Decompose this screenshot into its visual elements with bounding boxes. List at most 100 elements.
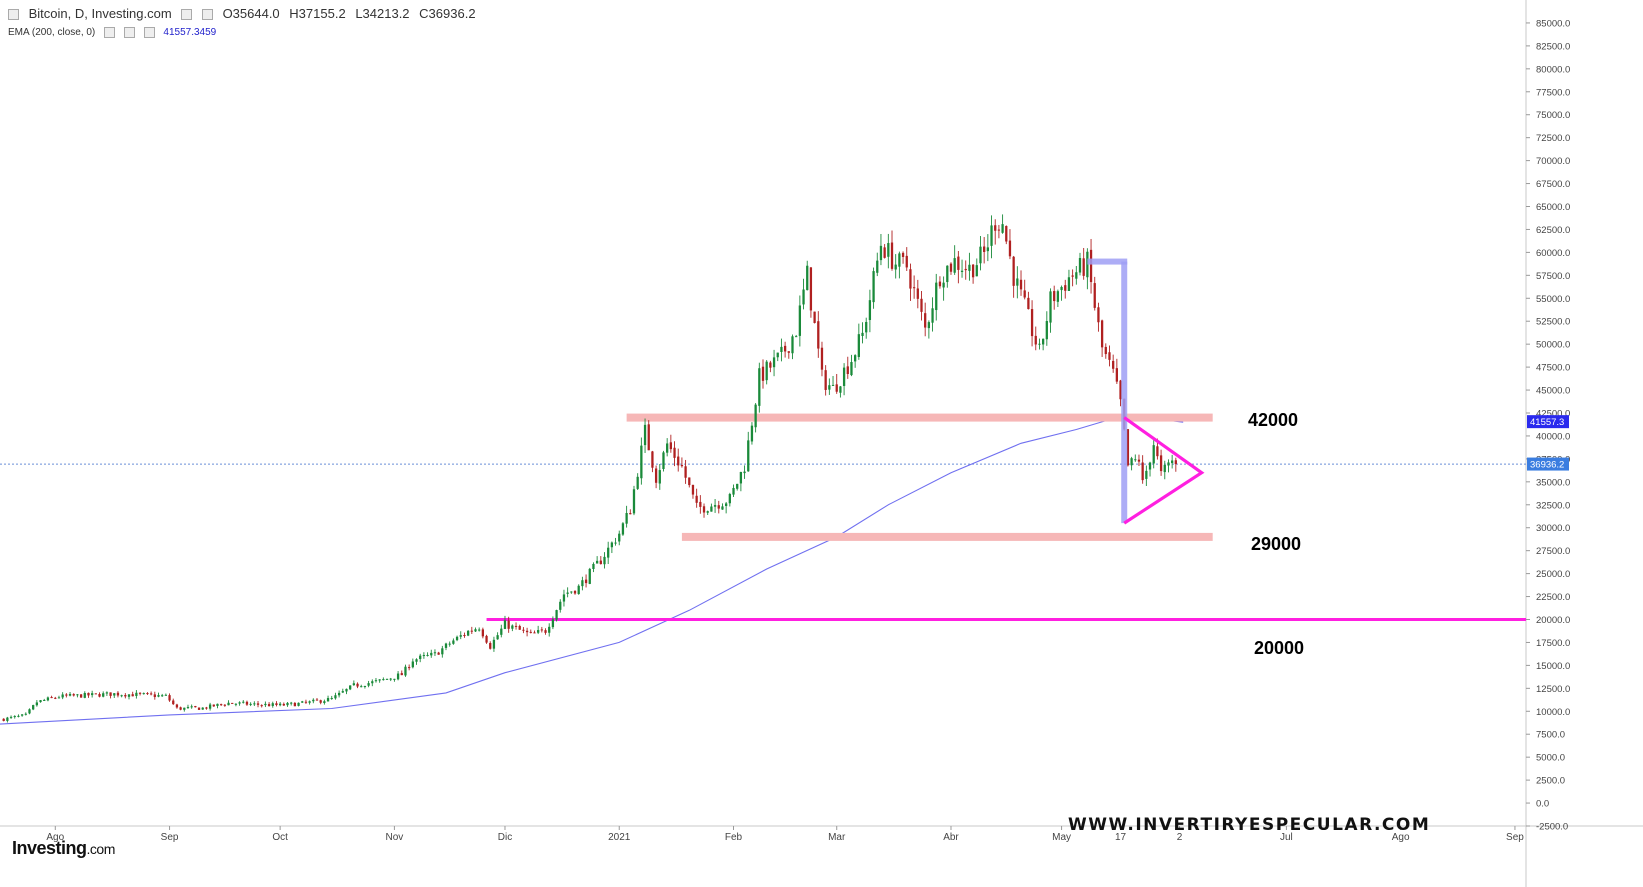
candle-up bbox=[28, 709, 31, 714]
candle-up bbox=[1056, 291, 1060, 302]
candle-down bbox=[275, 703, 278, 706]
candle-down bbox=[584, 579, 588, 584]
x-tick-label: Ago bbox=[46, 832, 64, 843]
candle-up bbox=[466, 630, 470, 636]
y-tick-label: 55000.0 bbox=[1536, 294, 1570, 305]
ema-layer bbox=[0, 417, 1184, 725]
levels-layer bbox=[486, 413, 1526, 621]
candle-up bbox=[216, 703, 219, 706]
candle-down bbox=[304, 701, 308, 703]
candle-down bbox=[835, 384, 838, 392]
close-icon[interactable] bbox=[143, 27, 155, 38]
candle-up bbox=[500, 628, 503, 635]
candle-down bbox=[1082, 258, 1085, 276]
candle-down bbox=[761, 366, 765, 381]
candle-up bbox=[278, 703, 282, 706]
candle-down bbox=[1034, 335, 1037, 345]
close-icon[interactable] bbox=[201, 9, 213, 21]
candle-up bbox=[581, 580, 584, 587]
candle-down bbox=[319, 700, 322, 703]
candle-up bbox=[592, 563, 595, 569]
candle-down bbox=[260, 705, 263, 707]
candle-up bbox=[396, 673, 400, 680]
candle-up bbox=[603, 556, 606, 565]
candle-up bbox=[404, 666, 407, 676]
candle-up bbox=[758, 368, 761, 406]
candle-down bbox=[463, 635, 466, 637]
x-tick-label: Jul bbox=[1280, 832, 1293, 843]
candle-up bbox=[186, 706, 190, 708]
candle-down bbox=[695, 495, 698, 503]
candle-down bbox=[912, 287, 916, 289]
candle-down bbox=[149, 693, 153, 695]
candle-down bbox=[1174, 460, 1177, 465]
candle-up bbox=[164, 694, 168, 696]
candle-up bbox=[754, 404, 757, 428]
candle-up bbox=[898, 253, 901, 267]
candle-down bbox=[2, 718, 5, 721]
candle-down bbox=[1115, 368, 1118, 382]
candle-up bbox=[455, 636, 459, 641]
candle-up bbox=[750, 425, 754, 442]
candle-up bbox=[142, 693, 145, 695]
settings-icon[interactable] bbox=[123, 27, 135, 38]
candle-up bbox=[238, 702, 241, 704]
collapse-icon[interactable] bbox=[8, 9, 19, 21]
candle-up bbox=[1016, 278, 1019, 286]
candle-down bbox=[1053, 291, 1056, 302]
candle-down bbox=[179, 707, 182, 710]
measure-bar bbox=[1121, 261, 1128, 524]
ema-label: EMA (200, close, 0) bbox=[8, 27, 96, 39]
y-tick-label: 32500.0 bbox=[1536, 500, 1570, 511]
candle-down bbox=[890, 242, 894, 269]
candle-down bbox=[647, 424, 650, 451]
candle-up bbox=[876, 260, 879, 273]
candle-down bbox=[485, 635, 488, 643]
y-tick-label: 70000.0 bbox=[1536, 156, 1570, 167]
investing-logo: Investing.com bbox=[12, 838, 115, 859]
candle-up bbox=[415, 659, 418, 662]
candle-up bbox=[942, 282, 945, 288]
eye-icon[interactable] bbox=[104, 27, 116, 38]
candle-up bbox=[791, 336, 794, 354]
candle-up bbox=[345, 688, 348, 692]
candle-down bbox=[1027, 297, 1030, 310]
candle-down bbox=[905, 255, 908, 268]
candle-down bbox=[65, 694, 68, 696]
candle-up bbox=[242, 701, 245, 703]
settings-icon[interactable] bbox=[181, 9, 193, 21]
candle-down bbox=[680, 464, 684, 467]
y-tick-label: 5000.0 bbox=[1536, 753, 1565, 764]
candle-up bbox=[135, 692, 138, 696]
y-tick-label: 10000.0 bbox=[1536, 707, 1570, 718]
candle-down bbox=[94, 693, 97, 695]
candle-up bbox=[566, 592, 569, 594]
y-tick-label: 52500.0 bbox=[1536, 317, 1570, 328]
website-watermark: WWW.INVERTIRYESPECULAR.COM bbox=[1068, 815, 1431, 835]
candle-down bbox=[507, 620, 510, 629]
x-tick-label: Feb bbox=[725, 832, 743, 843]
candle-down bbox=[138, 692, 142, 694]
candle-down bbox=[109, 692, 112, 696]
candle-down bbox=[205, 707, 208, 709]
candle-down bbox=[1008, 240, 1012, 257]
candle-up bbox=[772, 357, 776, 368]
x-tick-label: Nov bbox=[386, 832, 404, 843]
candle-up bbox=[1148, 462, 1152, 470]
candle-up bbox=[1078, 258, 1082, 273]
candle-down bbox=[79, 694, 83, 698]
candle-down bbox=[72, 694, 75, 696]
drawings-layer bbox=[1087, 258, 1205, 525]
candle-up bbox=[935, 282, 938, 311]
candle-down bbox=[824, 370, 827, 390]
candle-down bbox=[1064, 285, 1067, 291]
candle-up bbox=[43, 699, 46, 701]
high-value: H37155.2 bbox=[289, 6, 346, 21]
y-tick-label: 7500.0 bbox=[1536, 730, 1565, 741]
candle-up bbox=[286, 702, 289, 706]
candle-down bbox=[50, 697, 53, 699]
candle-down bbox=[1100, 320, 1104, 348]
candle-up bbox=[1171, 460, 1174, 464]
candle-up bbox=[1134, 459, 1137, 461]
y-tick-label: 40000.0 bbox=[1536, 431, 1570, 442]
